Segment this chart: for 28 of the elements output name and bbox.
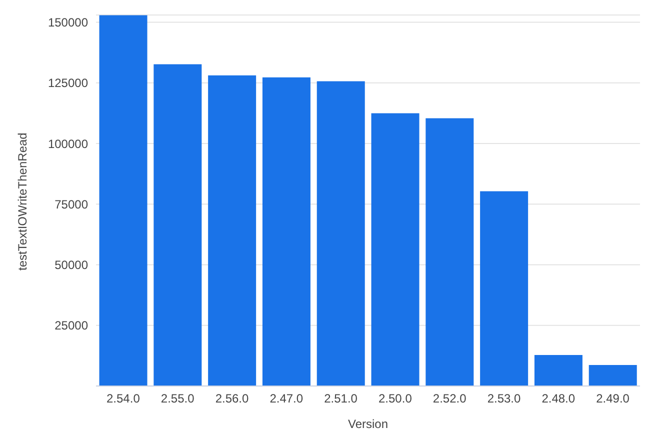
x-tick-label: 2.52.0	[432, 392, 467, 406]
y-tick-label: 150000	[48, 16, 88, 30]
x-tick-label: 2.47.0	[270, 392, 304, 406]
x-tick-label: 2.55.0	[160, 392, 195, 406]
bar	[154, 64, 202, 386]
x-tick-label: 2.53.0	[487, 392, 521, 406]
x-axis-title: Version	[348, 417, 388, 431]
y-tick-label: 50000	[54, 258, 88, 272]
y-tick-label: 75000	[54, 197, 88, 212]
y-tick-label: 25000	[54, 318, 88, 333]
bar	[371, 113, 420, 386]
bar	[262, 77, 310, 386]
y-axis-title: testTextIOWriteThenRead	[15, 132, 30, 270]
x-tick-label: 2.56.0	[215, 392, 249, 406]
x-tick-label: 2.49.0	[596, 392, 630, 406]
x-tick-label: 2.48.0	[542, 392, 576, 406]
x-tick-label: 2.50.0	[378, 392, 412, 406]
bar	[99, 15, 148, 386]
x-tick-label: 2.54.0	[106, 392, 140, 406]
y-tick-label: 100000	[48, 136, 88, 151]
bar	[534, 354, 582, 386]
bar	[208, 75, 256, 386]
bar	[588, 365, 637, 386]
y-tick-label: 125000	[48, 76, 88, 90]
x-tick-label: 2.51.0	[324, 392, 358, 406]
bar	[426, 118, 474, 386]
bar	[480, 191, 528, 386]
bar	[316, 81, 365, 386]
